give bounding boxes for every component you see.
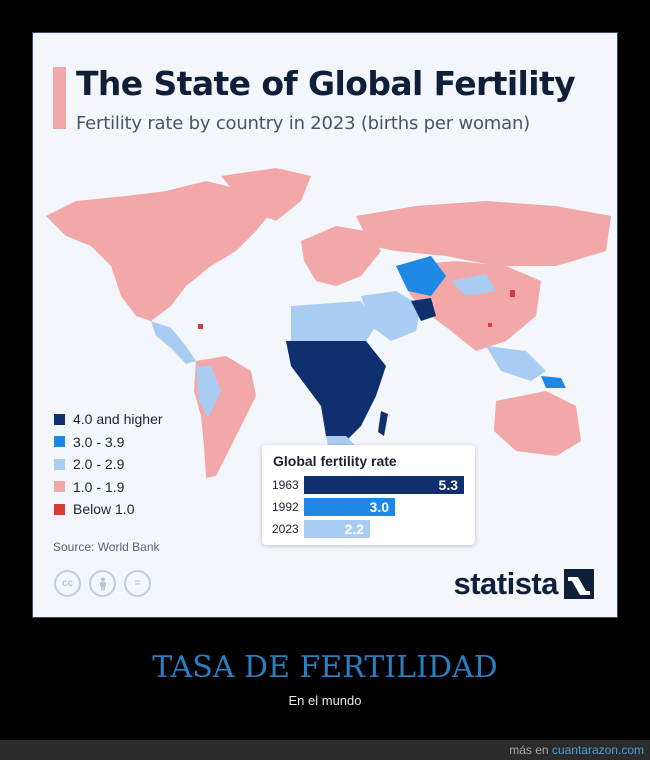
map-papua (541, 376, 566, 388)
map-australia (494, 391, 581, 456)
chart-subtitle: Fertility rate by country in 2023 (birth… (76, 113, 531, 134)
map-afghanistan (411, 298, 436, 321)
legend-label: Below 1.0 (73, 501, 135, 518)
map-greenland (221, 168, 311, 221)
inset-bar-row: 1963 5.3 (272, 475, 464, 495)
inset-bar-row: 2023 2.2 (272, 519, 370, 539)
footer-link[interactable]: cuantarazon.com (551, 743, 644, 757)
inset-year-label: 1963 (272, 478, 299, 492)
statista-logo-icon (564, 569, 594, 599)
inset-bar: 3.0 (304, 498, 395, 516)
source-note: Source: World Bank (53, 540, 160, 554)
map-europe (301, 226, 381, 286)
legend-label: 4.0 and higher (73, 411, 163, 428)
world-map (46, 168, 611, 478)
legend-item: Below 1.0 (54, 498, 163, 521)
map-central-asia (396, 256, 446, 296)
no-derivatives-icon[interactable]: = (124, 570, 151, 597)
inset-year-label: 1992 (272, 500, 299, 514)
legend-item: 4.0 and higher (54, 408, 163, 431)
legend-item: 3.0 - 3.9 (54, 431, 163, 454)
legend-swatch (54, 413, 65, 425)
inset-bar-value: 2.2 (344, 521, 364, 537)
legend: 4.0 and higher 3.0 - 3.9 2.0 - 2.9 1.0 -… (54, 408, 163, 521)
inset-bar-row: 1992 3.0 (272, 497, 395, 517)
inset-bar: 5.3 (304, 476, 464, 494)
infographic-card: The State of Global Fertility Fertility … (32, 32, 618, 618)
map-korea (510, 290, 515, 297)
map-north-america (46, 181, 276, 321)
inset-bar-value: 3.0 (369, 499, 389, 515)
map-mongolia (451, 274, 496, 296)
license-icons: cc = (54, 570, 151, 597)
legend-swatch (54, 458, 65, 470)
attribution-icon[interactable] (89, 570, 116, 597)
map-southeast-asia (486, 346, 546, 381)
map-south-america-blue (196, 366, 221, 418)
caption-subtitle: En el mundo (288, 693, 362, 708)
global-fertility-inset: Global fertility rate 1963 5.3 1992 3.0 2023… (262, 445, 475, 545)
legend-swatch (54, 436, 65, 448)
footer-prefix: más en (509, 743, 552, 757)
inset-year-label: 2023 (272, 522, 299, 536)
title-accent-bar (53, 67, 66, 129)
map-sub-saharan-africa (286, 341, 386, 446)
card-body: The State of Global Fertility Fertility … (36, 36, 614, 614)
legend-label: 3.0 - 3.9 (73, 433, 125, 450)
legend-item: 1.0 - 1.9 (54, 476, 163, 499)
legend-swatch (54, 503, 65, 515)
inset-bar-value: 5.3 (438, 477, 458, 493)
chart-title: The State of Global Fertility (76, 64, 576, 103)
caption-title: TASA DE FERTILIDAD (152, 650, 498, 685)
legend-item: 2.0 - 2.9 (54, 453, 163, 476)
map-central-america (151, 321, 196, 364)
map-russia (356, 201, 611, 266)
map-north-africa (291, 301, 376, 346)
legend-swatch (54, 481, 65, 493)
map-hongkong (488, 323, 492, 327)
inset-bar: 2.2 (304, 520, 370, 538)
map-puerto-rico (198, 324, 203, 329)
footer-bar: más en cuantarazon.com (0, 740, 650, 760)
brand-name: statista (453, 566, 558, 601)
map-middle-east (361, 291, 421, 341)
map-madagascar (378, 411, 388, 436)
inset-title: Global fertility rate (273, 453, 397, 469)
statista-brand[interactable]: statista (453, 566, 594, 602)
legend-label: 1.0 - 1.9 (73, 478, 125, 495)
legend-label: 2.0 - 2.9 (73, 456, 125, 473)
creative-commons-icon[interactable]: cc (54, 570, 81, 597)
